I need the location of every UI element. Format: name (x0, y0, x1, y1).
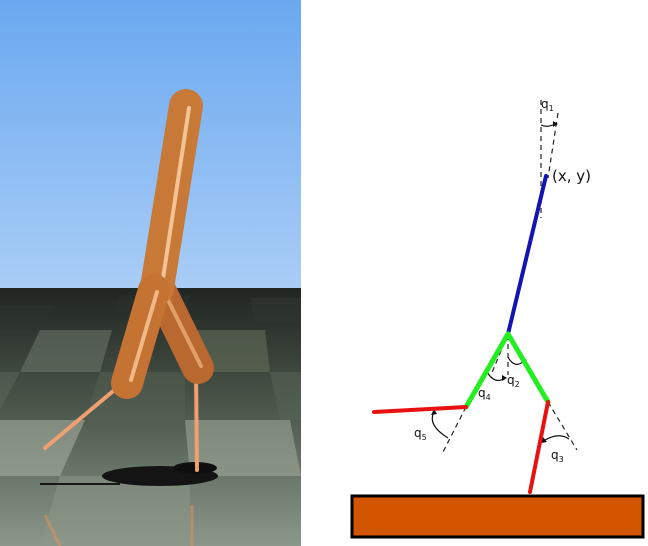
kinematic-diagram: (x, y) q1 q2 q3 q4 q5 (350, 97, 645, 539)
hip-ref-left (490, 333, 509, 376)
q2-label: q2 (507, 373, 520, 389)
left-shin-link (372, 405, 468, 414)
knee-ref-left (442, 406, 467, 453)
q5-arc (431, 411, 449, 439)
angle-arcs (431, 123, 570, 441)
q3-arc (544, 435, 570, 441)
left-shin-rod (43, 385, 120, 450)
kinematic-diagram-panel: (x, y) q1 q2 q3 q4 q5 (301, 0, 648, 546)
ground-block (350, 494, 645, 539)
knee-ref-right (547, 401, 578, 451)
q5-label: q5 (414, 426, 427, 442)
right-shin-rod (194, 370, 199, 472)
walker-render-panel (0, 0, 301, 546)
q4-label: q4 (478, 386, 491, 402)
q3-label: q3 (551, 448, 564, 464)
right-shin-link (528, 400, 550, 494)
body-point-label: (x, y) (552, 167, 591, 185)
torso (140, 89, 203, 305)
arc-arrowheads (431, 121, 558, 443)
q1-arc (540, 123, 556, 127)
torso-link (506, 174, 548, 336)
reference-lines (442, 100, 578, 453)
right-thigh-link (505, 331, 551, 405)
left-thigh-link (463, 331, 511, 410)
q1-label: q1 (541, 97, 554, 113)
walker-render (0, 0, 301, 546)
left-thigh (111, 274, 170, 399)
